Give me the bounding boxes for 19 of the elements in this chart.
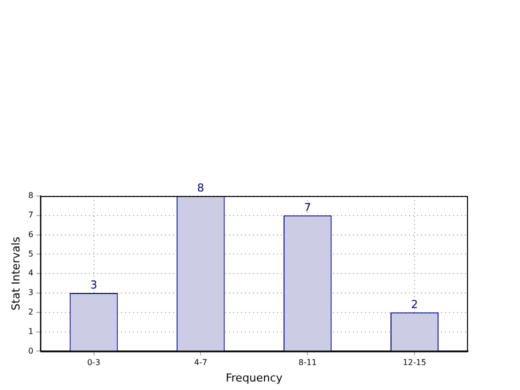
- y-tick-label: 1: [28, 326, 34, 336]
- y-tick-label: 0: [28, 346, 34, 356]
- x-tick-label: 0-3: [87, 358, 100, 368]
- data-label: 3: [90, 278, 98, 292]
- x-tick-label: 12-15: [402, 358, 426, 368]
- y-tick-label: 3: [28, 288, 34, 298]
- y-tick-label: 8: [28, 191, 34, 200]
- y-tick-label: 7: [28, 210, 34, 220]
- y-tick-label: 6: [28, 230, 34, 239]
- x-tick-label: 4-7: [194, 358, 208, 368]
- x-tick-label: 8-11: [298, 358, 317, 368]
- x-axis-title: Frequency: [226, 371, 284, 384]
- y-tick-label: 5: [28, 249, 34, 258]
- data-label: 8: [197, 181, 204, 194]
- data-label: 2: [411, 298, 418, 311]
- y-tick-label: 4: [28, 268, 34, 278]
- y-tick-label: 2: [28, 307, 34, 316]
- data-label: 7: [304, 200, 312, 214]
- y-axis-title: Stat Intervals: [9, 236, 22, 310]
